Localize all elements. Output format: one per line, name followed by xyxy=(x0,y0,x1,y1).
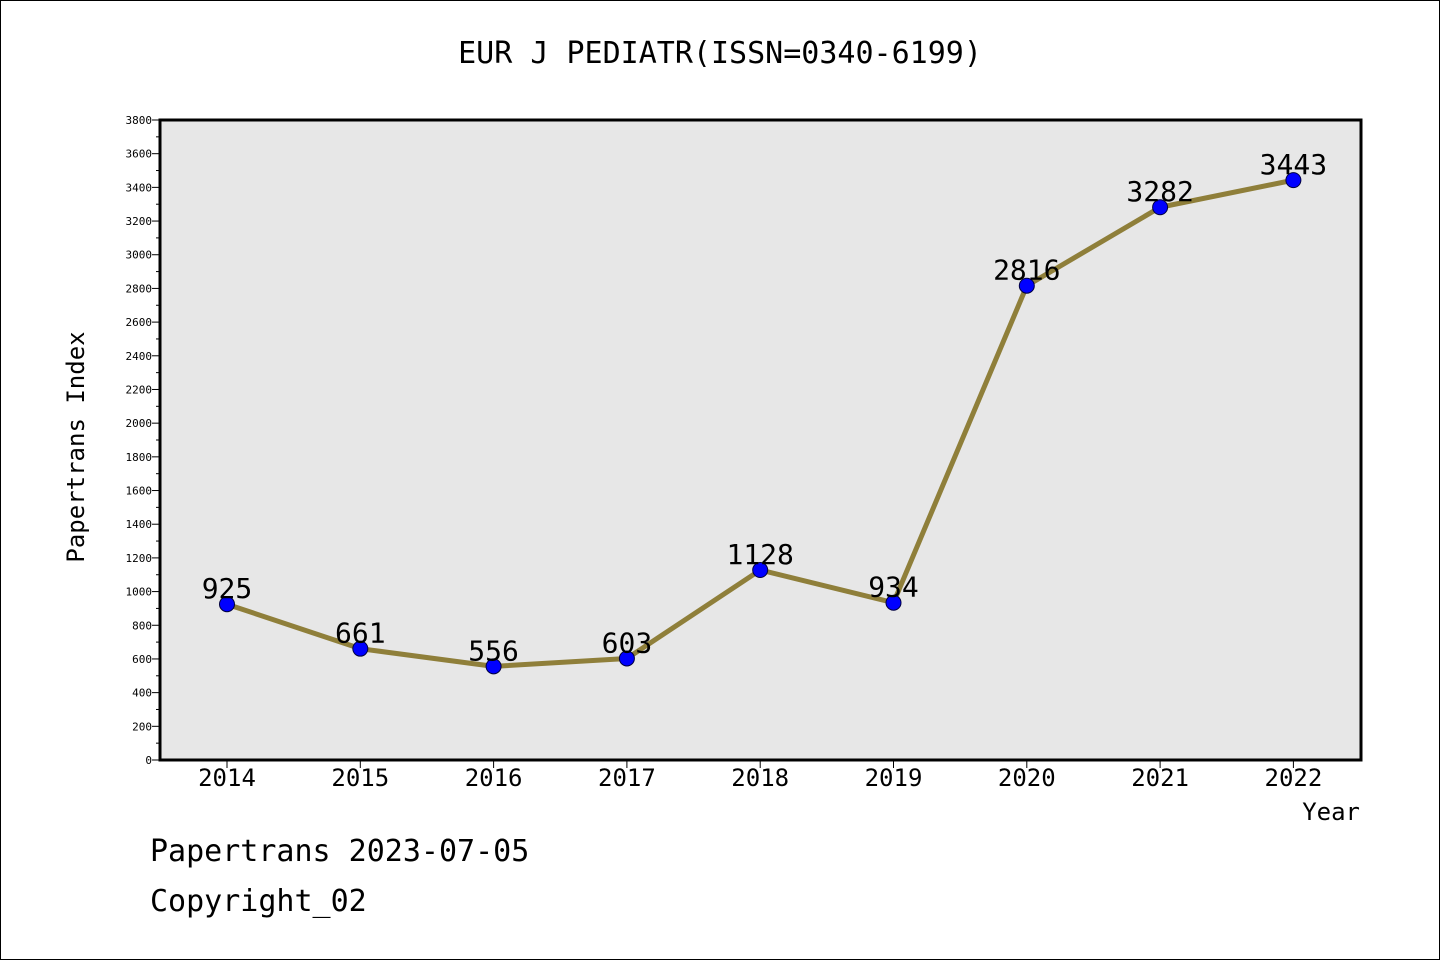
y-tick-label: 0 xyxy=(145,754,152,767)
y-tick-label: 3800 xyxy=(126,114,153,127)
data-point-marker xyxy=(352,640,369,657)
x-tick-label: 2022 xyxy=(1265,764,1323,792)
data-label: 603 xyxy=(602,626,653,659)
data-point-marker xyxy=(618,650,635,667)
plot-area xyxy=(158,118,1363,762)
y-tick-label: 400 xyxy=(132,687,152,700)
data-label: 3443 xyxy=(1260,148,1327,181)
data-label: 925 xyxy=(202,572,253,605)
y-tick-label: 3200 xyxy=(126,215,153,228)
y-tick-label: 1200 xyxy=(126,552,153,565)
x-tick-label: 2020 xyxy=(998,764,1056,792)
data-label: 3282 xyxy=(1126,175,1193,208)
data-point-marker xyxy=(1285,172,1302,189)
data-label: 934 xyxy=(868,571,919,604)
data-label: 661 xyxy=(335,617,386,650)
data-point-marker xyxy=(219,596,235,613)
y-tick-label: 1000 xyxy=(126,586,153,599)
y-tick-label: 200 xyxy=(132,720,152,733)
x-tick-label: 2019 xyxy=(865,764,923,792)
series-layer: 925 661 556 603 1128 934 2816 3282 3443 xyxy=(202,148,1327,675)
x-tick-label: 2015 xyxy=(331,764,389,792)
y-axis: 0 200 400 600 800 1000 1200 1400 1600 1800 2000 220… xyxy=(126,114,160,767)
y-tick-label: 3400 xyxy=(126,181,153,194)
data-label: 556 xyxy=(468,634,519,667)
y-tick-label: 800 xyxy=(132,619,152,632)
data-point-marker xyxy=(1018,277,1035,294)
data-point-marker xyxy=(752,562,769,579)
y-tick-label: 2200 xyxy=(126,383,153,396)
y-tick-label: 3000 xyxy=(126,249,153,262)
y-tick-label: 2000 xyxy=(126,417,153,430)
x-tick-label: 2017 xyxy=(598,764,656,792)
chart-title: EUR J PEDIATR(ISSN=0340-6199) xyxy=(458,36,982,71)
y-tick-label: 2400 xyxy=(126,350,153,363)
y-tick-label: 2800 xyxy=(126,282,153,295)
data-label: 2816 xyxy=(993,254,1060,287)
data-point-marker xyxy=(485,658,502,675)
x-tick-label: 2021 xyxy=(1131,764,1189,792)
y-tick-label: 2600 xyxy=(126,316,153,329)
y-tick-label: 1600 xyxy=(126,485,153,498)
footer-copyright-text: Copyright_02 xyxy=(150,884,367,919)
x-axis-label: Year xyxy=(1302,798,1360,826)
data-point-marker xyxy=(885,594,902,611)
y-tick-label: 1800 xyxy=(126,451,153,464)
x-tick-label: 2016 xyxy=(465,764,523,792)
x-axis: 2014 2015 2016 2017 2018 2019 2020 2021 2022 xyxy=(198,760,1322,792)
y-tick-label: 3600 xyxy=(126,148,153,161)
y-tick-label: 1400 xyxy=(126,518,153,531)
data-point-marker xyxy=(1152,199,1169,216)
data-label: 1128 xyxy=(726,538,793,571)
x-tick-label: 2014 xyxy=(198,764,256,792)
y-tick-label: 600 xyxy=(132,653,152,666)
x-tick-label: 2018 xyxy=(731,764,789,792)
footer-date-text: Papertrans 2023-07-05 xyxy=(150,834,530,869)
y-axis-label: Papertrans Index xyxy=(62,331,90,562)
